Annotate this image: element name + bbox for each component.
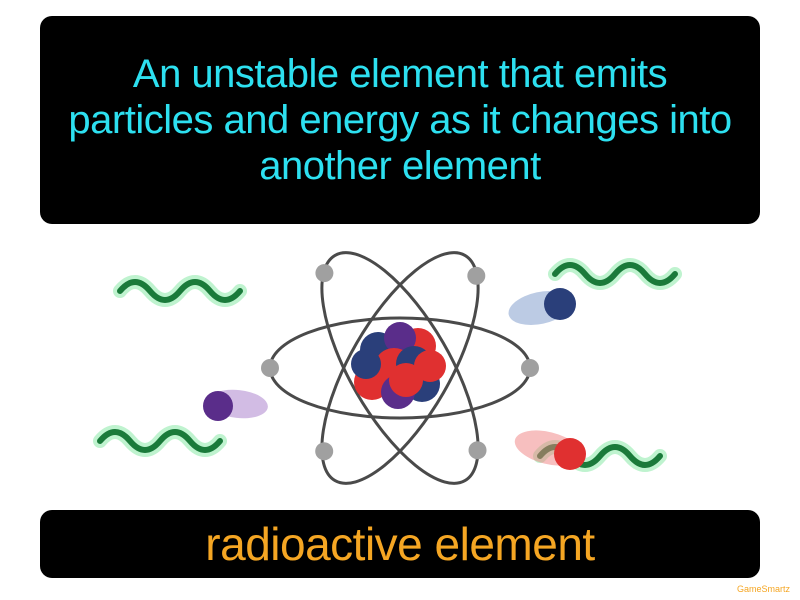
atom-svg — [0, 236, 800, 500]
watermark: GameSmartz — [737, 584, 790, 594]
atom-illustration — [0, 236, 800, 500]
definition-text: An unstable element that emits particles… — [60, 51, 740, 189]
term-text: radioactive element — [205, 517, 594, 571]
nucleus — [351, 322, 446, 409]
term-card: radioactive element — [40, 510, 760, 578]
definition-card: An unstable element that emits particles… — [40, 16, 760, 224]
